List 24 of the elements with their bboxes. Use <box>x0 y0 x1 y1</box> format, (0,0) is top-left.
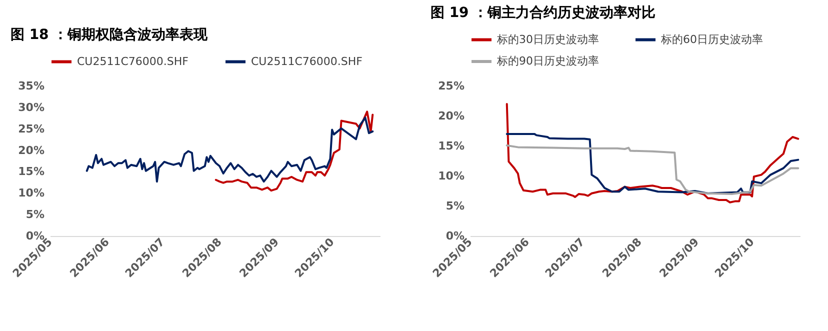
y-tick-label: 25% <box>18 122 44 136</box>
line-series <box>506 144 800 195</box>
y-tick-label: 20% <box>18 144 44 157</box>
legend-label: 标的30日历史波动率 <box>496 32 599 46</box>
legend-label: 标的60日历史波动率 <box>660 32 763 46</box>
chart-title: 图 18 ：铜期权隐含波动率表现 <box>10 26 209 43</box>
y-tick-label: 25% <box>438 80 464 92</box>
line-series <box>506 103 800 204</box>
y-tick-label: 10% <box>18 186 44 200</box>
y-tick-label: 5% <box>446 200 464 212</box>
y-tick-label: 35% <box>18 80 44 92</box>
line-series <box>506 133 800 194</box>
legend-label: CU2511C76000.SHF <box>251 54 362 68</box>
legend-label: 标的90日历史波动率 <box>496 54 599 68</box>
y-tick-label: 10% <box>438 170 464 182</box>
legend-label: CU2511C76000.SHF <box>77 54 188 68</box>
y-tick-label: 15% <box>18 165 44 178</box>
y-tick-label: 30% <box>18 100 44 114</box>
chart-title: 图 19 ：铜主力合约历史波动率对比 <box>430 4 656 21</box>
y-tick-label: 20% <box>438 110 464 122</box>
y-tick-label: 5% <box>26 208 44 222</box>
y-tick-label: 15% <box>438 140 464 152</box>
line-series <box>86 116 374 183</box>
line-series <box>214 110 374 192</box>
